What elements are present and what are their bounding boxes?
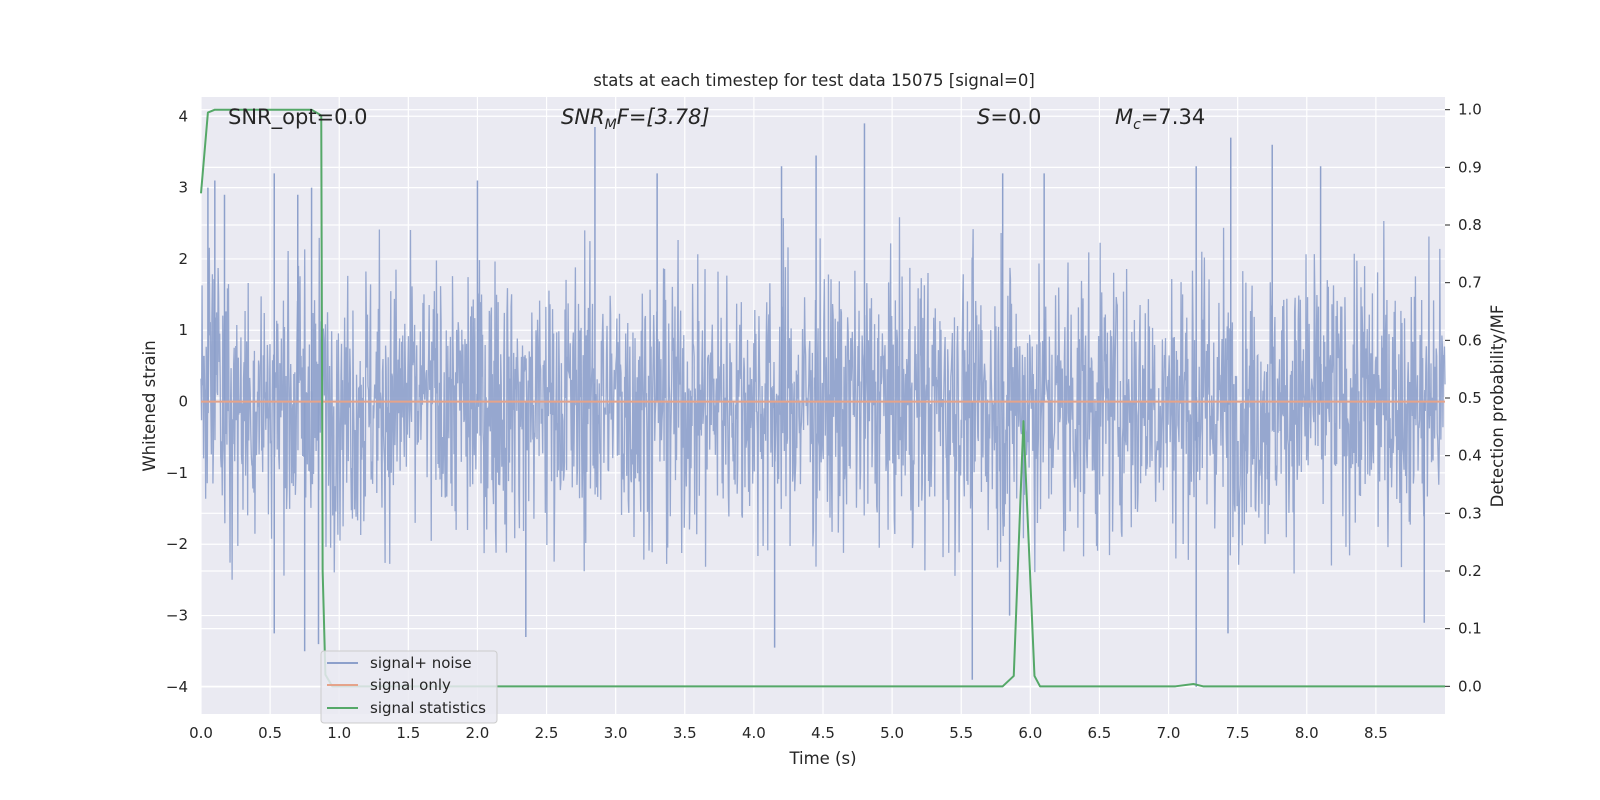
x-tick-2: 1.0 <box>327 724 351 742</box>
yr-tick-0: 0.0 <box>1458 677 1482 695</box>
x-tick-9: 4.5 <box>811 724 835 742</box>
x-tick-17: 8.5 <box>1364 724 1388 742</box>
annotation-mc: Mc=7.34 <box>1115 105 1205 133</box>
x-tick-12: 6.0 <box>1018 724 1042 742</box>
annotation-snr-opt: SNR_opt=0.0 <box>228 105 368 130</box>
left-y-axis-label: Whitened strain <box>140 340 159 471</box>
yr-tick-5: 0.5 <box>1458 389 1482 407</box>
yr-tick-10: 1.0 <box>1458 101 1482 119</box>
yl-tick-8: 4 <box>178 107 188 125</box>
yl-tick-1: −3 <box>166 607 188 625</box>
yl-tick-3: −1 <box>166 464 188 482</box>
x-tick-6: 3.0 <box>604 724 628 742</box>
legend-box <box>320 650 498 724</box>
x-tick-1: 0.5 <box>258 724 282 742</box>
x-tick-8: 4.0 <box>742 724 766 742</box>
x-tick-labels: 0.0 0.5 1.0 1.5 2.0 2.5 3.0 3.5 4.0 4.5 5.0 5.5 6.0 6… <box>189 724 1388 742</box>
yr-tick-3: 0.3 <box>1458 504 1482 522</box>
yr-tick-9: 0.9 <box>1458 158 1482 176</box>
right-y-tick-labels: 0.0 0.1 0.2 0.3 0.4 0.5 0.6 0.7 0.8 0.9 1.0 <box>1445 101 1482 695</box>
legend-label-signal-only: signal only <box>370 676 451 694</box>
mc-value: =7.34 <box>1141 105 1205 129</box>
snr-mf-base: SNR <box>561 105 605 129</box>
chart-title: stats at each timestep for test data 150… <box>593 71 1035 90</box>
x-tick-15: 7.5 <box>1226 724 1250 742</box>
x-tick-14: 7.0 <box>1157 724 1181 742</box>
annotation-snr-mf: SNRMF=[3.78] <box>561 105 710 133</box>
yr-tick-8: 0.8 <box>1458 216 1482 234</box>
annotation-s: S=0.0 <box>977 105 1041 129</box>
yr-tick-4: 0.4 <box>1458 447 1482 465</box>
legend-label-signal-statistics: signal statistics <box>370 699 486 717</box>
series-signal-plus-noise <box>200 123 1446 687</box>
yl-tick-4: 0 <box>178 393 188 411</box>
snr-mf-rest: F=[3.78] <box>617 105 710 129</box>
mc-variable: M <box>1115 105 1133 129</box>
yl-tick-2: −2 <box>166 535 188 553</box>
x-tick-10: 5.0 <box>880 724 904 742</box>
x-tick-16: 8.0 <box>1295 724 1319 742</box>
x-tick-4: 2.0 <box>466 724 490 742</box>
yl-tick-0: −4 <box>166 678 188 696</box>
x-tick-0: 0.0 <box>189 724 213 742</box>
x-axis-label: Time (s) <box>788 749 856 768</box>
yr-tick-2: 0.2 <box>1458 562 1482 580</box>
legend-label-signal-plus-noise: signal+ noise <box>370 654 472 672</box>
x-tick-3: 1.5 <box>396 724 420 742</box>
yr-tick-7: 0.7 <box>1458 274 1482 292</box>
right-y-axis-label: Detection probability/MF <box>1488 305 1507 508</box>
yl-tick-5: 1 <box>178 321 188 339</box>
yl-tick-6: 2 <box>178 250 188 268</box>
snr-mf-subscript: M <box>605 117 617 133</box>
s-value: =0.0 <box>990 105 1041 129</box>
x-tick-13: 6.5 <box>1088 724 1112 742</box>
s-variable: S <box>977 105 990 129</box>
yl-tick-7: 3 <box>178 179 188 197</box>
legend: signal+ noise signal only signal statist… <box>320 650 498 724</box>
yr-tick-6: 0.6 <box>1458 331 1482 349</box>
x-tick-7: 3.5 <box>673 724 697 742</box>
left-y-tick-labels: −4 −3 −2 −1 0 1 2 3 4 <box>166 107 188 696</box>
mc-subscript: c <box>1133 117 1141 133</box>
noise-trace <box>200 217 1446 580</box>
x-tick-5: 2.5 <box>535 724 559 742</box>
x-tick-11: 5.5 <box>949 724 973 742</box>
yr-tick-1: 0.1 <box>1458 620 1482 638</box>
